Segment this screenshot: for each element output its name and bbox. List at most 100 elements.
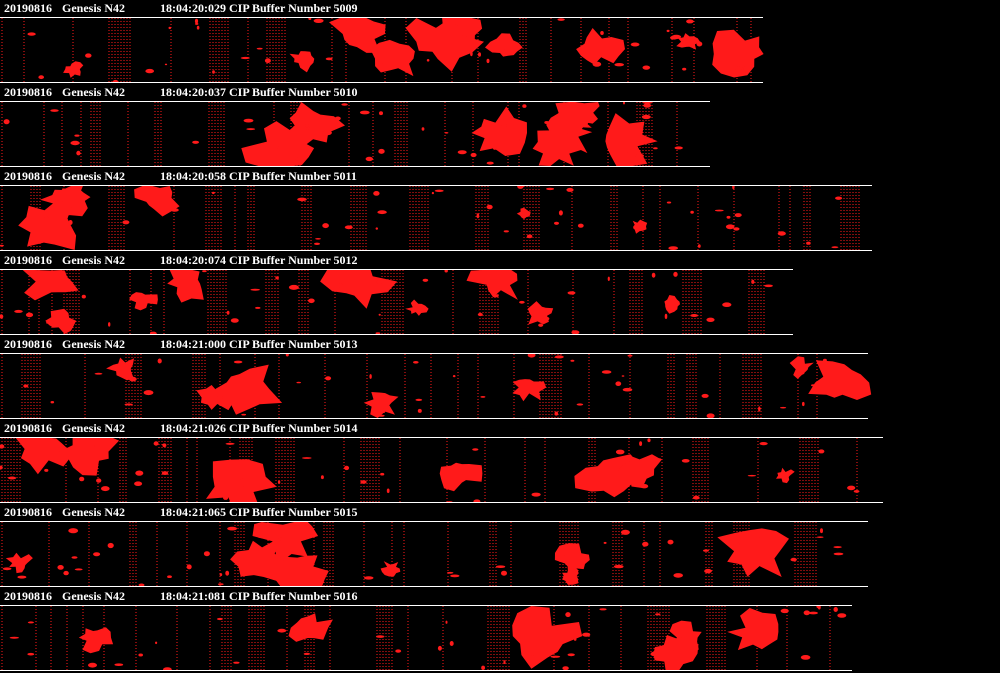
particle-blob (230, 536, 283, 583)
particle-speck (378, 148, 385, 154)
buffer-date: 20190816 (4, 85, 52, 99)
particle-speck (642, 65, 651, 70)
particle-speck (607, 276, 610, 281)
particle-speck (23, 384, 29, 388)
particle-speck (615, 381, 622, 386)
particle-speck (481, 665, 485, 670)
buffer-probe: Genesis N42 (62, 85, 125, 99)
buffer-time: 18:04:21:000 (160, 337, 226, 351)
particle-speck (296, 381, 302, 384)
particle-speck (655, 613, 661, 616)
particle-speck (192, 140, 200, 144)
buffer-date: 20190816 (4, 505, 52, 519)
particle-blob (289, 51, 315, 73)
particle-speck (477, 312, 483, 317)
particle-blob (789, 356, 814, 379)
particle-blob (284, 102, 345, 148)
particle-speck (74, 568, 83, 571)
particle-speck (656, 458, 662, 461)
particle-speck (747, 474, 757, 477)
particle-speck (450, 574, 460, 578)
particle-speck (457, 150, 467, 155)
particle-speck (503, 660, 506, 664)
particle-image-strip (1, 354, 872, 418)
particle-speck (651, 272, 656, 278)
particle-speck (277, 628, 287, 633)
particle-speck (519, 300, 525, 304)
buffer-time: 18:04:20:037 (160, 85, 226, 99)
particle-speck (486, 204, 493, 210)
particle-speck (313, 18, 324, 23)
particle-speck (295, 157, 305, 162)
particle-speck (162, 443, 167, 448)
particle-blob (229, 478, 253, 502)
particle-blob (605, 113, 658, 166)
particle-speck (277, 480, 281, 484)
buffer-top-rule (0, 521, 868, 522)
particle-speck (666, 201, 672, 204)
particle-image-strip (1, 18, 764, 82)
particle-speck (426, 59, 430, 62)
particle-speck (759, 442, 768, 446)
particle-speck (472, 448, 479, 451)
particle-speck (567, 291, 576, 295)
particle-speck (68, 528, 79, 534)
particle-speck (304, 571, 314, 573)
particle-speck (726, 215, 731, 219)
buffer-bottom-rule (0, 82, 763, 83)
particle-speck (627, 354, 633, 357)
particle-speck (630, 42, 640, 47)
particle-speck (434, 189, 444, 192)
particle-speck (334, 116, 341, 121)
particle-speck (314, 242, 320, 245)
particle-speck (226, 310, 230, 315)
particle-speck (704, 568, 712, 574)
particle-speck (811, 384, 816, 387)
particle-speck (600, 31, 604, 35)
particle-speck (308, 298, 315, 304)
particle-speck (107, 542, 114, 549)
particle-speck (621, 375, 625, 377)
particle-speck (674, 146, 683, 150)
particle-speck (437, 645, 442, 651)
particle-speck (50, 401, 55, 404)
particle-speck (820, 528, 823, 534)
particle-speck (305, 123, 309, 128)
particle-speck (614, 63, 624, 67)
particle-speck (223, 495, 229, 500)
buffer-bottom-rule (0, 586, 868, 587)
particle-blob (45, 308, 77, 334)
particle-speck (344, 225, 353, 230)
particle-blob (59, 438, 120, 476)
particle-speck (256, 47, 263, 50)
particle-speck (706, 413, 715, 418)
particle-speck (701, 393, 709, 398)
buffer-time: 18:04:21:026 (160, 421, 226, 435)
particle-speck (345, 19, 354, 22)
particle-speck (667, 539, 674, 545)
particle-speck (315, 238, 321, 240)
particle-speck (297, 197, 307, 202)
particle-speck (380, 472, 385, 476)
particle-blob (532, 130, 586, 166)
particle-speck (501, 124, 509, 127)
particle-speck (157, 358, 162, 364)
particle-speck (526, 234, 533, 239)
particle-speck (542, 316, 550, 321)
particle-blob (106, 357, 135, 381)
particle-speck (847, 485, 856, 491)
particle-blob (288, 613, 333, 642)
particle-speck (831, 246, 839, 249)
buffer-header: 20190816 Genesis N42 18:04:21:026 CIP Buff… (4, 420, 358, 436)
buffer-top-rule (0, 353, 868, 354)
particle-speck (806, 241, 811, 245)
particle-speck (93, 552, 101, 557)
particle-blob (405, 299, 429, 316)
particle-speck (202, 270, 207, 273)
particle-speck (170, 208, 179, 212)
particle-blob (208, 364, 283, 415)
particle-blob (512, 606, 583, 669)
buffer-strip: 20190816 Genesis N42 18:04:20:037 CIP Buff… (0, 84, 1000, 168)
buffer-date: 20190816 (4, 169, 52, 183)
particle-speck (344, 465, 350, 471)
